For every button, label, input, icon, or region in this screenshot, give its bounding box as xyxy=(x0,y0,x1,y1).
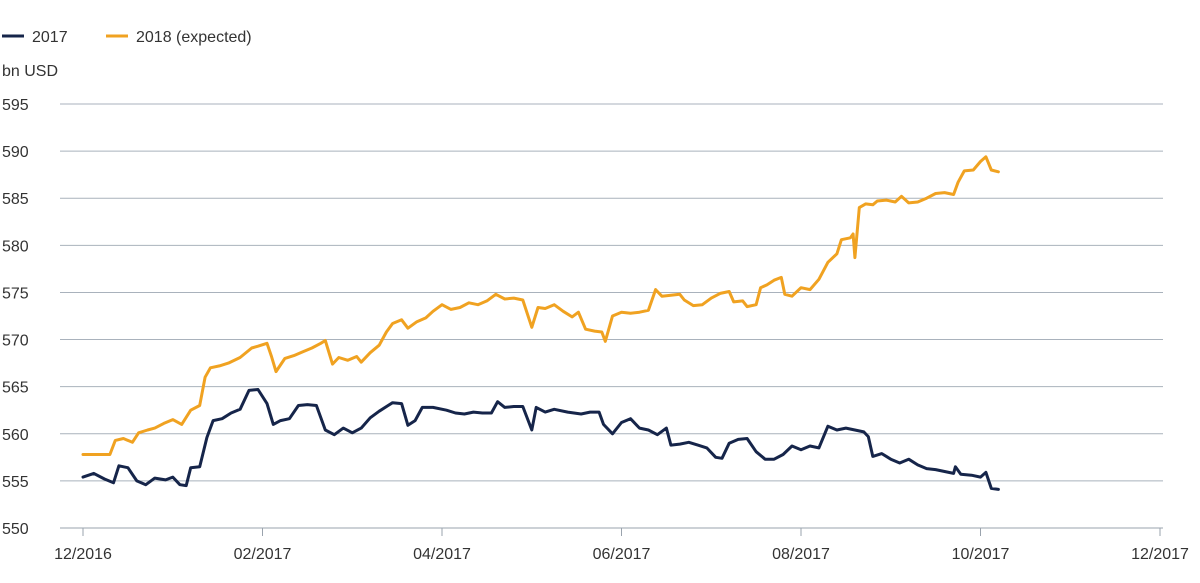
series-layer xyxy=(81,155,1000,491)
y-tick-label-595: 595 xyxy=(2,97,29,114)
x-axis: 12/2016 02/2017 04/2017 06/2017 08/2017 10/20… xyxy=(54,528,1189,563)
y-axis-ticks: 550 555 560 565 570 575 580 585 590 595 xyxy=(2,97,29,538)
legend-label-2017: 2017 xyxy=(32,29,68,46)
y-axis-unit-label: bn USD xyxy=(2,63,58,80)
x-tick-label-5: 10/2017 xyxy=(952,546,1010,563)
y-tick-label-585: 585 xyxy=(2,191,29,208)
legend: 2017 2018 (expected) xyxy=(2,29,252,46)
y-tick-label-560: 560 xyxy=(2,427,29,444)
y-tick-label-550: 550 xyxy=(2,521,29,538)
y-tick-label-565: 565 xyxy=(2,380,29,397)
x-tick-label-3: 06/2017 xyxy=(593,546,651,563)
series-line-0 xyxy=(81,388,1000,491)
y-tick-label-555: 555 xyxy=(2,474,29,491)
x-tick-label-0: 12/2016 xyxy=(54,546,112,563)
x-tick-label-6: 12/2017 xyxy=(1131,546,1189,563)
y-tick-label-580: 580 xyxy=(2,238,29,255)
y-tick-label-570: 570 xyxy=(2,333,29,350)
x-tick-label-1: 02/2017 xyxy=(234,546,292,563)
x-tick-label-2: 04/2017 xyxy=(413,546,471,563)
x-tick-label-4: 08/2017 xyxy=(772,546,830,563)
legend-label-2018-expected: 2018 (expected) xyxy=(136,29,252,46)
y-tick-label-575: 575 xyxy=(2,285,29,302)
series-line-1 xyxy=(81,155,1000,456)
y-tick-label-590: 590 xyxy=(2,144,29,161)
